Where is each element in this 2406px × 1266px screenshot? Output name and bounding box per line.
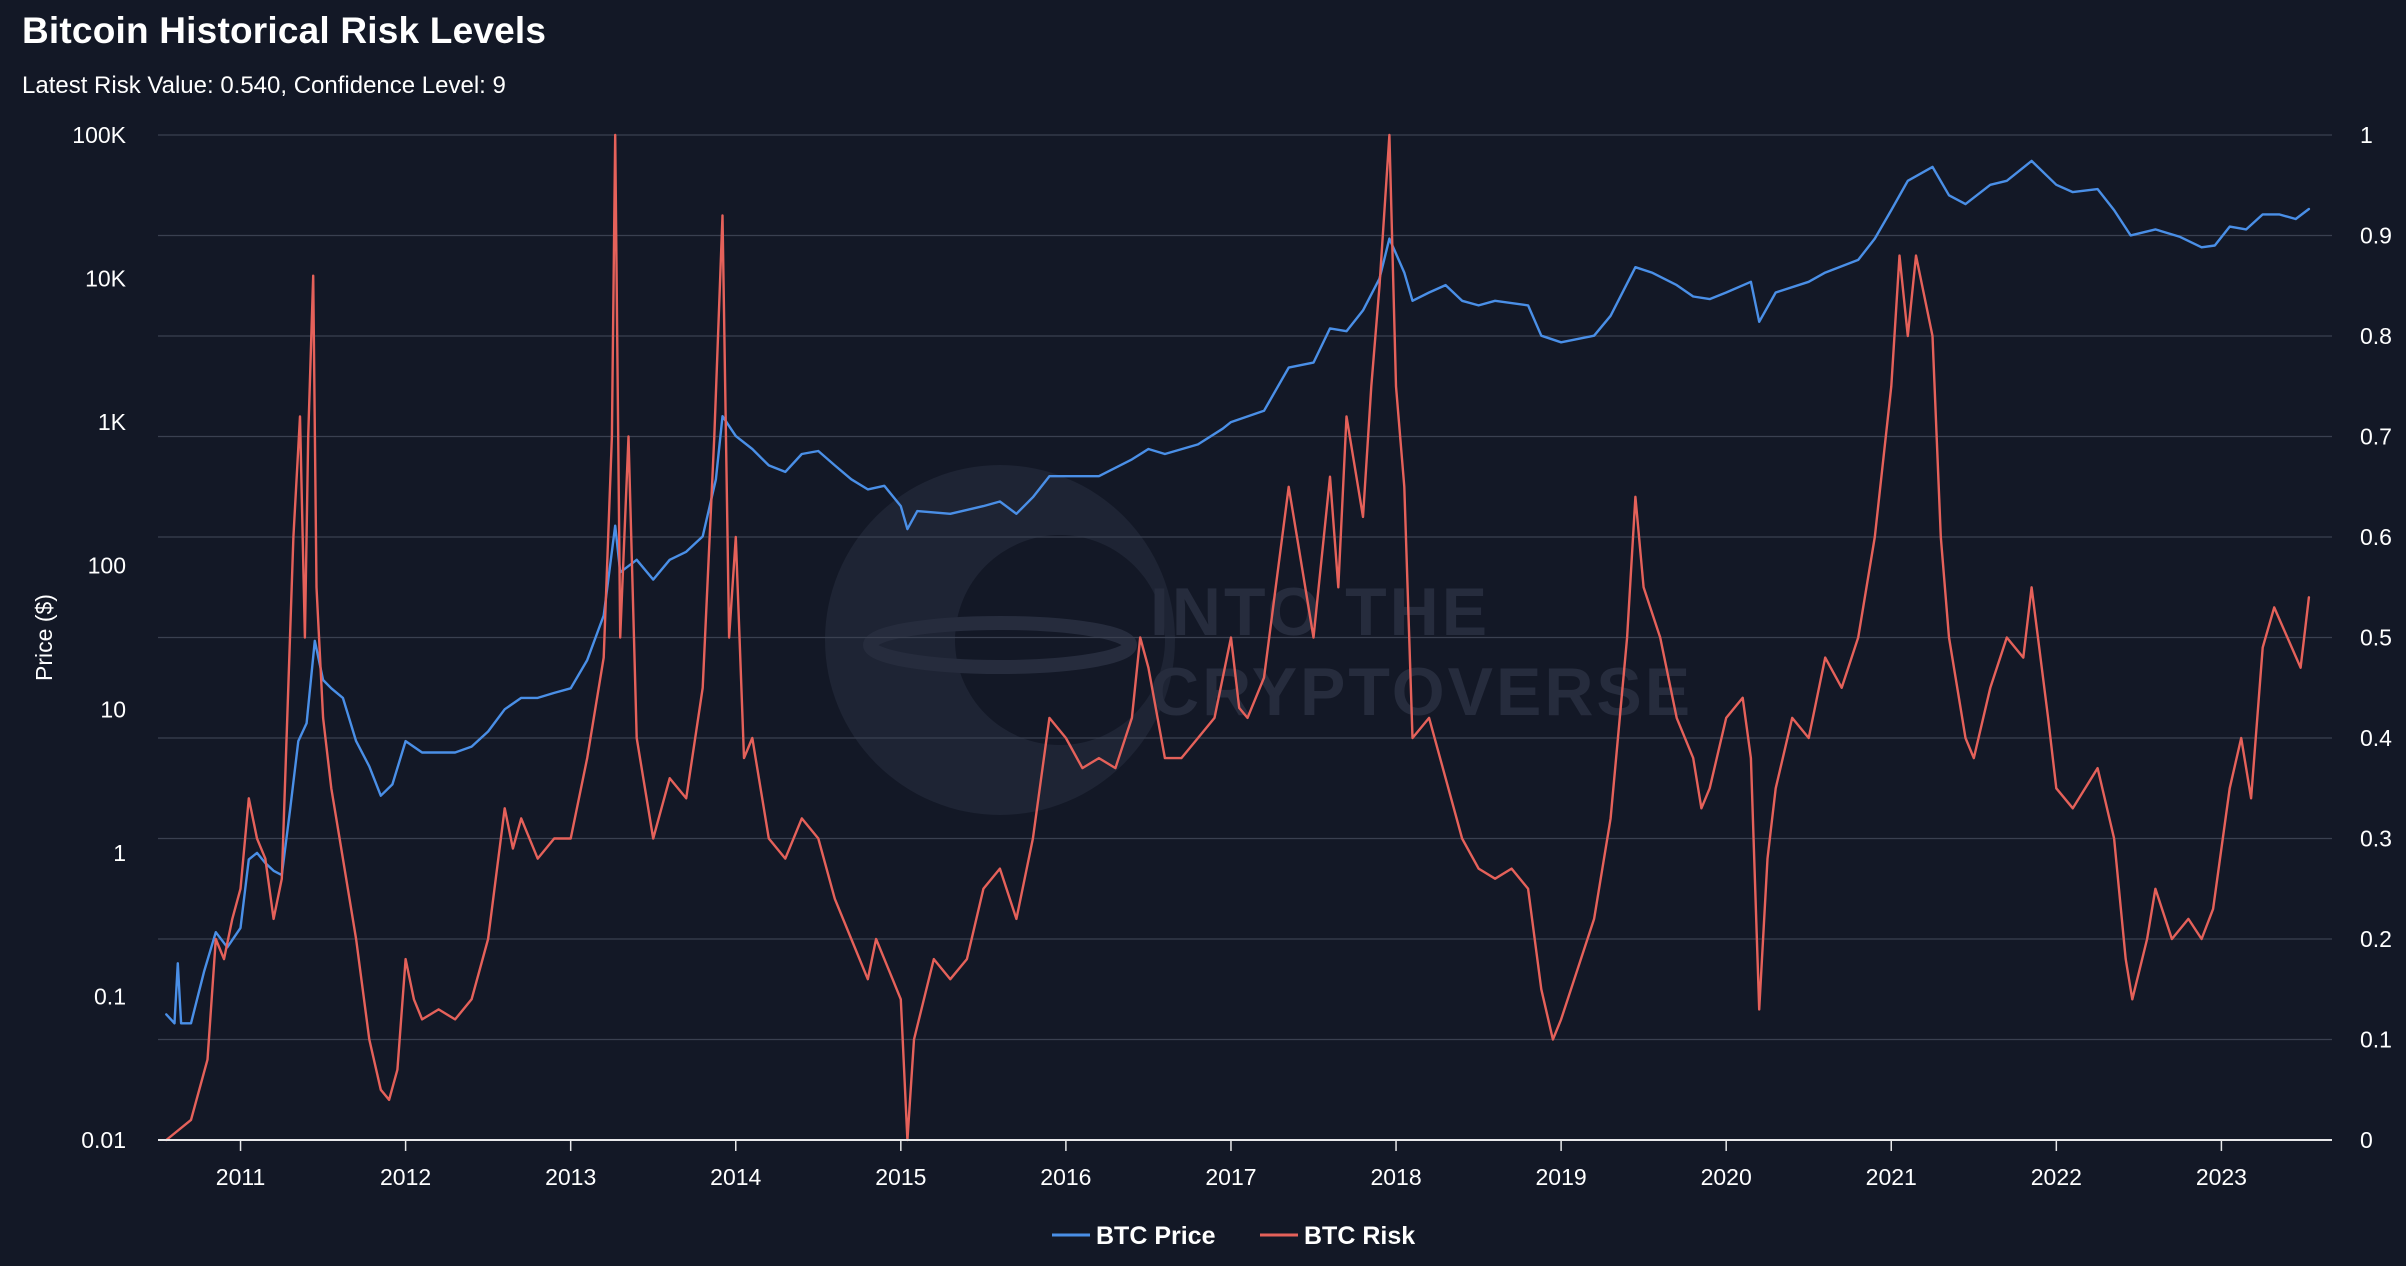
watermark-line-2: CRYPTOVERSE	[1150, 654, 1693, 730]
y-right-tick-label: 0.4	[2360, 725, 2392, 751]
y-left-tick-label: 10K	[85, 266, 127, 292]
watermark-logo-ring	[863, 616, 1137, 674]
y-left-tick-label: 0.1	[94, 983, 126, 1009]
y-left-tick-label: 100	[88, 553, 126, 579]
x-tick-label: 2019	[1536, 1164, 1587, 1190]
y-left-tick-label: 1	[113, 840, 126, 866]
series-line-btc-price	[165, 159, 2311, 1025]
y-right-tick-label: 0.3	[2360, 826, 2392, 852]
legend-item[interactable]: BTC Risk	[1260, 1222, 1415, 1250]
axis-layer: 10.90.80.70.60.50.40.30.20.10100K10K1K10…	[31, 122, 2392, 1190]
legend-label: BTC Risk	[1304, 1222, 1415, 1250]
grid-layer	[158, 134, 2332, 1041]
x-tick-label: 2020	[1701, 1164, 1752, 1190]
x-tick-label: 2012	[380, 1164, 431, 1190]
x-tick-label: 2014	[710, 1164, 761, 1190]
x-tick-label: 2023	[2196, 1164, 2247, 1190]
x-tick-label: 2011	[216, 1164, 265, 1190]
y-right-tick-label: 0.6	[2360, 524, 2392, 550]
y-right-tick-label: 0.8	[2360, 323, 2392, 349]
x-tick-label: 2016	[1040, 1164, 1091, 1190]
y-right-tick-label: 1	[2360, 122, 2373, 148]
y-left-axis-title: Price ($)	[31, 594, 57, 681]
x-tick-label: 2022	[2031, 1164, 2082, 1190]
x-tick-label: 2017	[1205, 1164, 1256, 1190]
x-tick-label: 2021	[1866, 1164, 1917, 1190]
x-tick-label: 2015	[875, 1164, 926, 1190]
chart-title: Bitcoin Historical Risk Levels	[22, 10, 547, 51]
y-right-tick-label: 0.1	[2360, 1027, 2392, 1053]
legend[interactable]: BTC Price BTC Risk	[1052, 1222, 1415, 1250]
y-right-tick-label: 0.9	[2360, 223, 2392, 249]
series-layer	[165, 133, 2311, 1142]
legend-label: BTC Price	[1096, 1222, 1216, 1250]
y-left-tick-label: 1K	[98, 409, 127, 435]
watermark-logo-inner	[955, 535, 1165, 745]
watermark: INTO THE CRYPTOVERSE	[825, 465, 1693, 815]
y-right-tick-label: 0.2	[2360, 926, 2392, 952]
y-left-tick-label: 10	[100, 696, 126, 722]
chart-subtitle: Latest Risk Value: 0.540, Confidence Lev…	[22, 72, 506, 99]
legend-item[interactable]: BTC Price	[1052, 1222, 1216, 1250]
series-line-btc-risk	[165, 133, 2311, 1142]
x-tick-label: 2018	[1370, 1164, 1421, 1190]
y-left-tick-label: 100K	[72, 122, 126, 148]
y-right-tick-label: 0	[2360, 1127, 2373, 1153]
y-left-tick-label: 0.01	[81, 1127, 126, 1153]
y-right-tick-label: 0.5	[2360, 625, 2392, 651]
y-right-tick-label: 0.7	[2360, 424, 2392, 450]
x-tick-label: 2013	[545, 1164, 596, 1190]
